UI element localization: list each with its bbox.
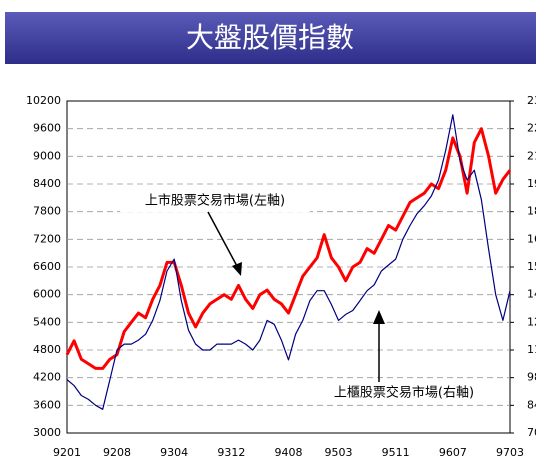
y2-tick-label: 182 [527,205,536,218]
y2-tick-label: 98 [527,371,536,384]
x-tick-label: 9408 [275,446,303,459]
y-tick-label: 3600 [33,398,61,411]
y2-tick-label: 84 [527,398,536,411]
x-tick-label: 9201 [53,446,81,459]
annotation: 上市股票交易市場(左軸) [145,193,285,209]
x-tick-label: 9503 [325,446,353,459]
y-tick-label: 6000 [33,288,61,301]
x-tick-label: 9607 [439,446,467,459]
x-tick-label: 9208 [103,446,131,459]
y-tick-label: 6600 [33,260,61,273]
y-tick-label: 4800 [33,343,61,356]
y2-tick-label: 238 [527,94,536,107]
y2-tick-label: 112 [527,343,536,356]
y2-tick-label: 196 [527,177,536,190]
y-tick-label: 4200 [33,371,61,384]
y-tick-label: 7800 [33,205,61,218]
y2-tick-label: 70 [527,426,536,439]
annotation: 上櫃股票交易市場(右軸) [334,385,474,401]
arrow [207,211,239,269]
series-line [65,127,512,370]
y-tick-label: 9600 [33,122,61,135]
label-bg [120,190,310,212]
arrowhead [232,262,242,276]
y-tick-label: 5400 [33,315,61,328]
x-tick-label: 9511 [382,446,410,459]
y-tick-label: 8400 [33,177,61,190]
y2-tick-label: 224 [527,122,536,135]
y2-tick-label: 126 [527,315,536,328]
arrowhead [373,310,385,324]
x-tick-label: 9312 [217,446,245,459]
x-tick-label: 9304 [160,446,188,459]
y-tick-label: 9000 [33,149,61,162]
y2-tick-label: 210 [527,149,536,162]
y-tick-label: 3000 [33,426,61,439]
y-tick-label: 10200 [26,94,61,107]
label-bg [310,382,498,404]
series-line [66,114,511,410]
chart-title: 大盤股價指數 [186,21,354,54]
x-tick-label: 9703 [496,446,524,459]
title-banner [5,12,536,64]
y2-tick-label: 154 [527,260,536,273]
y-tick-label: 7200 [33,232,61,245]
y2-tick-label: 168 [527,232,536,245]
y2-tick-label: 140 [527,288,536,301]
